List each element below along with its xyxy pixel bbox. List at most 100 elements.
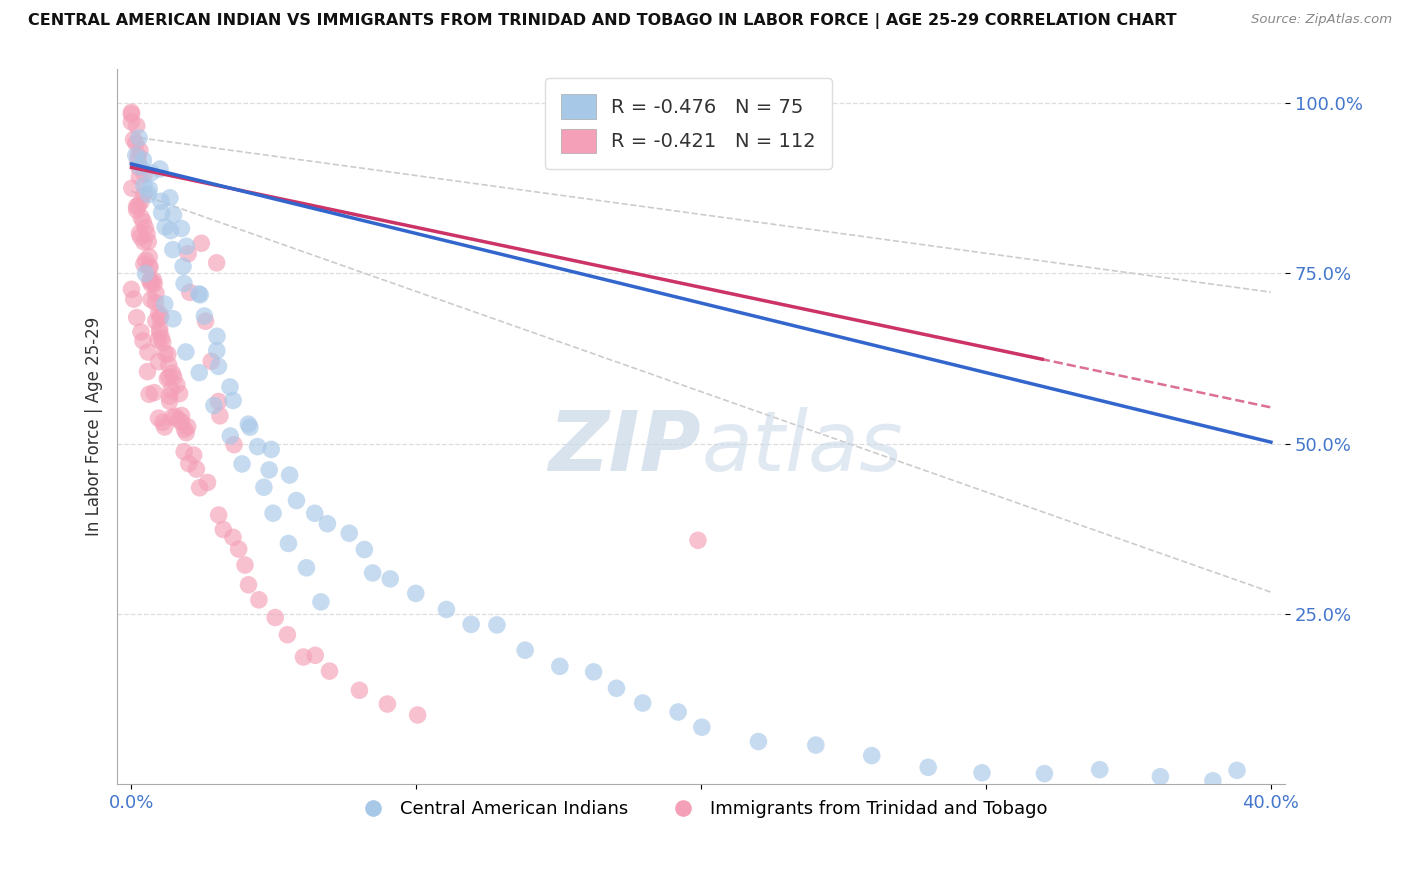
Point [260, 442, 283, 457]
Point [179, 285, 201, 300]
Text: ZIP: ZIP [548, 408, 702, 489]
Point [132, 215, 155, 229]
Point [188, 481, 211, 495]
Point [149, 194, 172, 209]
Point [804, 738, 827, 752]
Point [129, 160, 152, 174]
Point [188, 366, 211, 380]
Point [156, 347, 179, 361]
Point [262, 506, 284, 520]
Point [129, 194, 152, 209]
Point [277, 536, 299, 550]
Point [239, 420, 262, 434]
Point [135, 253, 157, 268]
Point [138, 274, 160, 288]
Point [222, 530, 245, 544]
Point [304, 506, 326, 520]
Point [153, 219, 176, 234]
Point [139, 260, 162, 274]
Point [149, 310, 172, 325]
Point [153, 297, 176, 311]
Point [176, 239, 198, 253]
Point [143, 385, 166, 400]
Point [125, 310, 148, 325]
Point [193, 309, 215, 323]
Point [121, 105, 143, 120]
Point [122, 132, 145, 146]
Point [253, 480, 276, 494]
Point [146, 333, 169, 347]
Point [148, 411, 170, 425]
Point [152, 416, 174, 430]
Point [205, 329, 228, 343]
Point [149, 325, 172, 339]
Point [149, 321, 172, 335]
Point [208, 508, 231, 522]
Point [142, 273, 165, 287]
Point [128, 161, 150, 175]
Point [485, 618, 508, 632]
Point [138, 387, 160, 401]
Point [436, 602, 458, 616]
Point [292, 650, 315, 665]
Point [1033, 766, 1056, 780]
Point [132, 178, 155, 193]
Point [120, 282, 142, 296]
Point [159, 394, 181, 409]
Point [127, 148, 149, 162]
Point [159, 389, 181, 403]
Point [129, 325, 152, 339]
Point [125, 200, 148, 214]
Point [136, 365, 159, 379]
Point [157, 370, 180, 384]
Point [145, 295, 167, 310]
Point [125, 148, 148, 162]
Point [153, 346, 176, 360]
Point [149, 310, 172, 324]
Point [247, 592, 270, 607]
Point [309, 595, 332, 609]
Point [129, 211, 152, 225]
Point [316, 516, 339, 531]
Point [120, 115, 142, 129]
Point [149, 161, 172, 176]
Point [177, 246, 200, 260]
Point [186, 462, 208, 476]
Point [205, 343, 228, 358]
Point [132, 153, 155, 167]
Point [138, 187, 160, 202]
Point [160, 383, 183, 397]
Point [233, 558, 256, 572]
Point [212, 523, 235, 537]
Point [132, 334, 155, 348]
Point [132, 257, 155, 271]
Point [162, 208, 184, 222]
Legend: Central American Indians, Immigrants from Trinidad and Tobago: Central American Indians, Immigrants fro… [347, 793, 1054, 825]
Point [207, 394, 229, 409]
Point [631, 696, 654, 710]
Point [860, 748, 883, 763]
Point [219, 380, 242, 394]
Point [173, 277, 195, 291]
Point [190, 236, 212, 251]
Point [172, 260, 194, 274]
Point [136, 235, 159, 249]
Point [548, 659, 571, 673]
Point [174, 345, 197, 359]
Point [690, 720, 713, 734]
Point [138, 182, 160, 196]
Point [194, 314, 217, 328]
Point [121, 181, 143, 195]
Point [141, 166, 163, 180]
Point [170, 409, 193, 423]
Point [153, 420, 176, 434]
Point [128, 144, 150, 158]
Point [132, 235, 155, 249]
Point [238, 417, 260, 431]
Point [122, 292, 145, 306]
Point [125, 119, 148, 133]
Point [686, 533, 709, 548]
Point [139, 273, 162, 287]
Point [406, 708, 429, 723]
Point [917, 760, 939, 774]
